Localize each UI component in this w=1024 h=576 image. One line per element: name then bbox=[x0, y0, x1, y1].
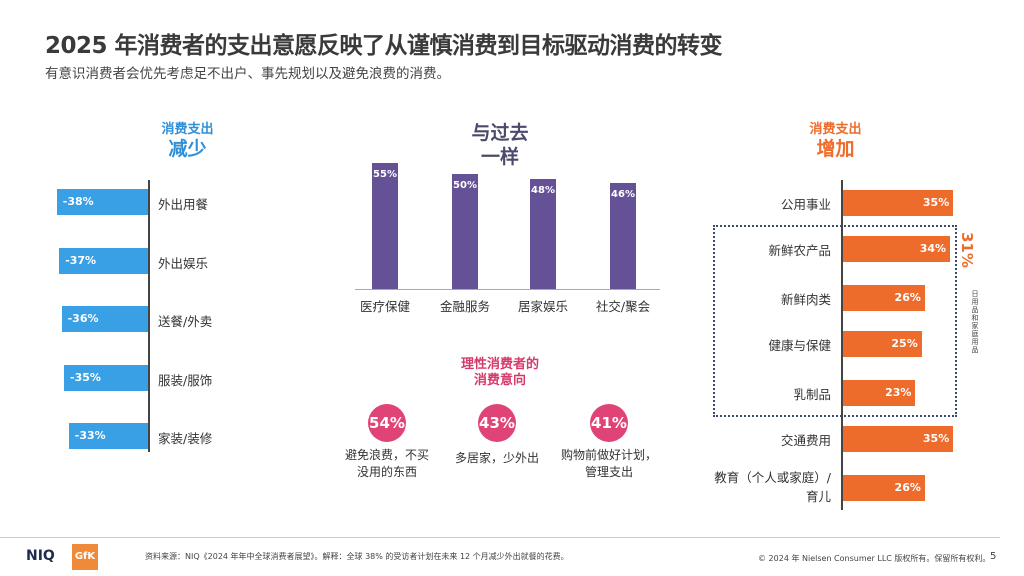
increase-category-label: 公用事业 bbox=[780, 197, 831, 212]
increase-bar-value: 35% bbox=[922, 196, 950, 209]
same-bar-value: 48% bbox=[531, 184, 555, 196]
decrease-category-label: 服装/服饰 bbox=[158, 372, 213, 388]
footer-divider bbox=[0, 537, 1000, 538]
increase-bar: 34% bbox=[843, 236, 951, 262]
page-title: 2025 年消费者的支出意愿反映了从谨慎消费到目标驱动消费的转变 bbox=[45, 33, 723, 59]
same-bar: 50% bbox=[452, 174, 478, 289]
decrease-category-label: 家装/装修 bbox=[158, 431, 213, 446]
same-axis-line bbox=[355, 289, 660, 290]
same-category-label: 医疗保健 bbox=[359, 299, 410, 314]
intention-label-waste-line2: 没用的东西 bbox=[356, 465, 417, 480]
intention-label-waste-line1: 避免浪费，不买 bbox=[344, 448, 429, 462]
same-header-line2: 一样 bbox=[480, 145, 519, 168]
decrease-bar: -35% bbox=[64, 364, 148, 391]
footer-copyright: © 2024 年 Nielsen Consumer LLC 版权所有。保留所有权… bbox=[758, 554, 991, 563]
daily-goods-percent: 31% bbox=[958, 232, 976, 268]
daily-goods-side-label: 日用品和家庭用品 bbox=[971, 290, 979, 354]
intention-label-home: 多居家，少外出 bbox=[437, 450, 557, 467]
increase-header-line1: 消费支出 bbox=[809, 122, 862, 137]
same-bar-value: 46% bbox=[611, 189, 635, 201]
decrease-bar-value: -37% bbox=[65, 253, 97, 267]
increase-bar: 26% bbox=[843, 285, 925, 311]
decrease-bar-value: -36% bbox=[67, 312, 99, 325]
decrease-bar: -37% bbox=[59, 247, 148, 274]
increase-bar-value: 23% bbox=[885, 386, 912, 399]
decrease-bar: -33% bbox=[68, 423, 148, 449]
increase-bar-value: 25% bbox=[891, 337, 918, 350]
intention-circle-home: 43% bbox=[478, 404, 516, 442]
page-number: 5 bbox=[990, 551, 997, 562]
increase-bar-value: 26% bbox=[894, 481, 921, 494]
increase-category-label: 健康与保健 bbox=[768, 338, 831, 353]
increase-axis-line bbox=[841, 180, 843, 510]
increase-category-label: 新鲜农产品 bbox=[768, 243, 831, 258]
niq-logo: NIQ bbox=[26, 548, 55, 564]
intention-circle-plan: 41% bbox=[590, 404, 628, 442]
same-category-label: 社交/聚会 bbox=[595, 299, 651, 314]
decrease-bar-value: -33% bbox=[74, 429, 106, 442]
increase-bar: 35% bbox=[843, 426, 954, 452]
increase-bar-value: 35% bbox=[922, 432, 950, 445]
increase-category-label: 交通费用 bbox=[780, 433, 831, 448]
same-category-label: 金融服务 bbox=[439, 299, 490, 314]
intention-label-plan: 购物前做好计划， 管理支出 bbox=[549, 447, 669, 482]
same-bar: 48% bbox=[530, 178, 556, 289]
gfk-logo: GfK bbox=[72, 544, 98, 570]
intentions-header-line1: 理性消费者的 bbox=[460, 357, 539, 372]
decrease-header-line1: 消费支出 bbox=[161, 122, 214, 137]
increase-bar: 35% bbox=[843, 190, 954, 216]
same-bar: 46% bbox=[610, 183, 636, 289]
intentions-header: 理性消费者的 消费意向 bbox=[440, 357, 560, 390]
increase-header: 消费支出 增加 bbox=[788, 122, 883, 162]
same-bar-value: 50% bbox=[453, 180, 477, 191]
intentions-header-line2: 消费意向 bbox=[473, 373, 526, 389]
decrease-header: 消费支出 减少 bbox=[140, 122, 235, 162]
decrease-bar-value: -38% bbox=[62, 195, 94, 208]
same-header: 与过去 一样 bbox=[448, 122, 552, 170]
decrease-category-label: 送餐/外卖 bbox=[158, 314, 213, 329]
increase-bar: 25% bbox=[843, 331, 922, 357]
intention-label-plan-line2: 管理支出 bbox=[584, 465, 633, 480]
same-header-line1: 与过去 bbox=[471, 122, 529, 144]
intention-label-home-line1: 多居家，少外出 bbox=[454, 451, 539, 465]
increase-category-label: 新鲜肉类 bbox=[780, 292, 831, 307]
same-bar-value: 55% bbox=[373, 168, 397, 180]
footer-source: 资料来源：NIQ《2024 年年中全球消费者展望》。解释：全球 38% 的受访者… bbox=[145, 552, 569, 561]
intention-label-waste: 避免浪费，不买 没用的东西 bbox=[327, 447, 447, 482]
increase-category-label: 乳制品 bbox=[793, 387, 831, 402]
increase-category-label-line2: 育儿 bbox=[805, 489, 831, 505]
increase-header-line2: 增加 bbox=[816, 138, 855, 161]
increase-bar-value: 34% bbox=[919, 242, 947, 255]
same-category-label: 居家娱乐 bbox=[517, 299, 568, 314]
page-subtitle: 有意识消费者会优先考虑足不出户、事先规划以及避免浪费的消费。 bbox=[45, 66, 450, 82]
decrease-axis-line bbox=[148, 180, 150, 452]
increase-category-label: 教育（个人或家庭）/ 育儿 bbox=[663, 468, 831, 507]
increase-category-label-line1: 教育（个人或家庭）/ bbox=[714, 470, 831, 485]
decrease-bar: -38% bbox=[56, 189, 148, 215]
daily-goods-group-box bbox=[713, 225, 957, 417]
intention-circle-waste: 54% bbox=[368, 404, 406, 442]
increase-bar-value: 26% bbox=[894, 291, 921, 304]
increase-bar: 23% bbox=[843, 380, 916, 406]
same-bar: 55% bbox=[372, 162, 398, 289]
decrease-category-label: 外出用餐 bbox=[158, 197, 209, 212]
decrease-category-label: 外出娱乐 bbox=[158, 255, 209, 271]
decrease-bar-value: -35% bbox=[70, 370, 101, 384]
decrease-header-line2: 减少 bbox=[168, 138, 207, 161]
increase-bar: 26% bbox=[843, 475, 925, 501]
decrease-bar: -36% bbox=[61, 306, 148, 332]
intention-label-plan-line1: 购物前做好计划， bbox=[560, 448, 657, 462]
